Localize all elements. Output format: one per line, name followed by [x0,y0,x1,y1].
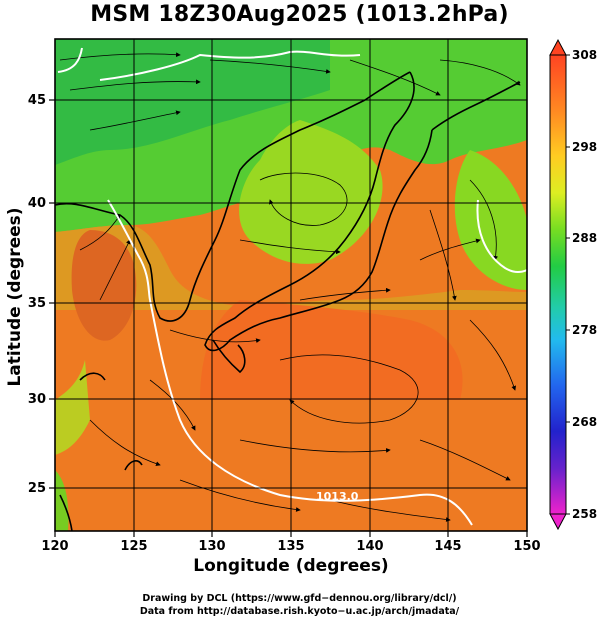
coastlines [55,71,521,531]
lon-tick-label: 150 [513,539,540,554]
colorbar-tick-label: 298 [572,140,597,154]
colorbar-tick-label: 288 [572,231,597,245]
colorbar-max-arrow [549,38,567,56]
lat-tick-label: 45 [28,93,46,108]
credits: Drawing by DCL (https://www.gfd−dennou.o… [0,592,599,618]
x-axis-label: Longitude (degrees) [193,556,389,576]
pressure-contours [57,47,527,526]
lat-tick-label: 25 [28,481,46,496]
lon-tick-label: 140 [356,539,383,554]
wind-streamlines [59,52,521,522]
colorbar-tick-label: 308 [572,48,597,62]
y-axis-label: Latitude (degrees) [5,207,25,387]
lon-tick-label: 120 [41,539,68,554]
lon-tick-label: 125 [120,539,147,554]
map-grid [55,39,527,531]
lat-tick-label: 40 [28,196,46,211]
lon-tick-label: 135 [277,539,304,554]
credit-drawing: Drawing by DCL (https://www.gfd−dennou.o… [142,593,457,604]
lat-tick-label: 30 [28,392,46,407]
colorbar-tick-label: 278 [572,323,597,337]
colorbar-gradient [549,54,567,515]
lon-tick-label: 130 [198,539,225,554]
colorbar: 308 298 288 278 268 258 [549,38,597,531]
chart-title: MSM 18Z30Aug2025 (1013.2hPa) [90,2,509,27]
axis-tick-marks [49,99,528,537]
lon-tick-label: 145 [434,539,461,554]
credit-data: Data from http://database.rish.kyoto−u.a… [139,606,460,617]
colorbar-tick-label: 258 [572,507,597,521]
contour-label: 1013.0 [316,490,359,503]
colorbar-tick-label: 268 [572,415,597,429]
lat-tick-label: 35 [28,296,46,311]
colorbar-min-arrow [549,513,567,531]
